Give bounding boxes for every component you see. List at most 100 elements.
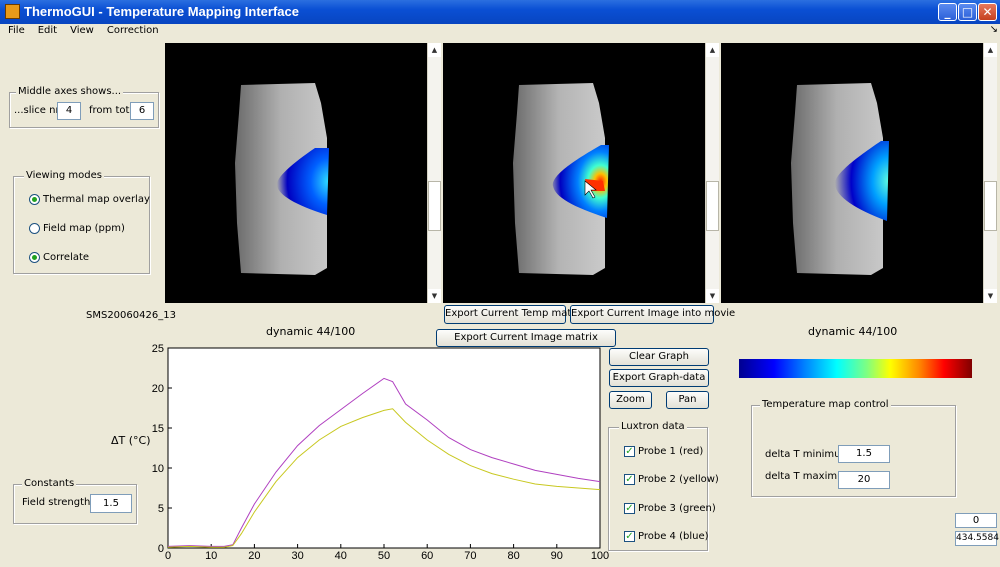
heat-overlay <box>552 145 609 218</box>
probe2-checkbox[interactable]: ✓ <box>624 474 635 485</box>
mouse-cursor-icon <box>584 180 597 199</box>
left-image-scrollbar[interactable]: ▲ ▼ <box>427 43 441 303</box>
total-slices-input[interactable]: 6 <box>130 102 154 120</box>
luxtron-title: Luxtron data <box>619 421 687 432</box>
y-tick-label: 10 <box>152 463 164 475</box>
temperature-chart[interactable]: 0 10 20 30 40 50 60 70 80 90 100 0 5 10 15 20 25 <box>140 338 615 567</box>
field-map-radio[interactable] <box>29 223 40 234</box>
y-tick-label: 20 <box>152 383 164 395</box>
viewing-modes-panel: Viewing modes Thermal map overlay Field … <box>13 170 150 274</box>
x-tick-label: 80 <box>507 550 519 562</box>
pan-button[interactable]: Pan <box>666 391 709 409</box>
correlate-radio[interactable] <box>29 252 40 263</box>
slice-number-input[interactable]: 4 <box>57 102 81 120</box>
scroll-down-icon[interactable]: ▼ <box>428 289 441 303</box>
delta-t-max-input[interactable]: 20 <box>838 471 890 489</box>
delta-t-min-label: delta T minimum <box>765 449 851 460</box>
x-tick-label: 50 <box>378 550 390 562</box>
menu-view[interactable]: View <box>70 25 94 36</box>
x-tick-label: 100 <box>591 550 609 562</box>
thermal-map-label: Thermal map overlay <box>43 194 150 205</box>
slice-label: ...slice nr <box>14 105 60 116</box>
delta-t-min-input[interactable]: 1.5 <box>838 445 890 463</box>
y-tick-label: 5 <box>158 503 164 515</box>
scroll-up-icon[interactable]: ▲ <box>984 43 997 57</box>
middle-slice-canvas <box>513 83 609 275</box>
constants-panel: Constants Field strength 1.5 <box>13 478 137 524</box>
readout-top: 0 <box>955 513 997 528</box>
middle-axes-title: Middle axes shows... <box>16 86 124 97</box>
viewing-modes-title: Viewing modes <box>24 170 104 181</box>
scroll-up-icon[interactable]: ▲ <box>428 43 441 57</box>
app-icon <box>5 4 20 19</box>
dock-arrow-icon[interactable]: ↘ <box>989 24 998 35</box>
colorbar <box>739 359 972 378</box>
x-tick-label: 0 <box>165 550 171 562</box>
heat-overlay <box>276 148 329 215</box>
menu-file[interactable]: File <box>8 25 25 36</box>
y-tick-label: 15 <box>152 423 164 435</box>
right-slice-image[interactable] <box>721 43 983 303</box>
right-image-scrollbar[interactable]: ▲ ▼ <box>983 43 997 303</box>
zoom-button[interactable]: Zoom <box>609 391 652 409</box>
readout-bottom: 434.5584 <box>955 531 999 546</box>
right-slice-canvas <box>791 83 889 275</box>
x-tick-label: 60 <box>421 550 433 562</box>
export-temp-matrix-button[interactable]: Export Current Temp matrix <box>444 305 584 324</box>
left-dynamic-label: dynamic 44/100 <box>266 325 356 338</box>
x-tick-label: 20 <box>248 550 260 562</box>
thermal-map-radio[interactable] <box>29 194 40 205</box>
scroll-up-icon[interactable]: ▲ <box>706 43 719 57</box>
x-tick-label: 70 <box>464 550 476 562</box>
y-tick-label: 0 <box>158 543 164 555</box>
y-tick-label: 25 <box>152 343 164 355</box>
scroll-thumb[interactable] <box>984 181 997 231</box>
export-graph-data-button[interactable]: Export Graph-data <box>609 369 709 387</box>
scroll-down-icon[interactable]: ▼ <box>984 289 997 303</box>
luxtron-panel: Luxtron data ✓ Probe 1 (red) ✓ Probe 2 (… <box>608 421 719 551</box>
plot-area <box>167 347 601 549</box>
field-strength-input[interactable]: 1.5 <box>90 494 132 513</box>
export-image-matrix-button[interactable]: Export Current Image matrix <box>436 329 616 347</box>
series-line-1 <box>167 377 601 547</box>
maximize-button[interactable]: □ <box>958 3 977 21</box>
menu-edit[interactable]: Edit <box>37 25 58 36</box>
title-bar: ThermoGUI - Temperature Mapping Interfac… <box>0 0 1000 24</box>
temp-map-control-panel: Temperature map control delta T minimum … <box>751 399 956 497</box>
export-image-movie-button[interactable]: Export Current Image into movie <box>570 305 735 324</box>
field-strength-label: Field strength <box>22 497 91 508</box>
dataset-name: SMS20060426_13 <box>86 310 176 321</box>
x-tick-label: 30 <box>291 550 303 562</box>
menu-correction[interactable]: Correction <box>106 25 159 36</box>
scroll-down-icon[interactable]: ▼ <box>706 289 719 303</box>
middle-image-scrollbar[interactable]: ▲ ▼ <box>705 43 719 303</box>
close-button[interactable]: ✕ <box>978 3 997 21</box>
left-slice-image[interactable] <box>165 43 427 303</box>
scroll-thumb[interactable] <box>428 181 441 231</box>
right-dynamic-label: dynamic 44/100 <box>808 325 898 338</box>
y-axis-label: ΔT (°C) <box>111 434 151 447</box>
probe4-checkbox[interactable]: ✓ <box>624 531 635 542</box>
temp-map-control-title: Temperature map control <box>760 399 891 410</box>
clear-graph-button[interactable]: Clear Graph <box>609 348 709 366</box>
constants-title: Constants <box>22 478 77 489</box>
probe2-label: Probe 2 (yellow) <box>638 474 719 485</box>
middle-axes-panel: Middle axes shows... ...slice nr 4 from … <box>9 86 159 128</box>
field-map-label: Field map (ppm) <box>43 223 125 234</box>
x-tick-label: 10 <box>205 550 217 562</box>
probe3-checkbox[interactable]: ✓ <box>624 503 635 514</box>
x-tick-label: 90 <box>551 550 563 562</box>
series-line-2 <box>167 408 601 548</box>
probe3-label: Probe 3 (green) <box>638 503 716 514</box>
probe1-checkbox[interactable]: ✓ <box>624 446 635 457</box>
middle-slice-image[interactable] <box>443 43 705 303</box>
minimize-button[interactable]: _ <box>938 3 957 21</box>
probe4-label: Probe 4 (blue) <box>638 531 709 542</box>
window-title: ThermoGUI - Temperature Mapping Interfac… <box>24 4 299 19</box>
scroll-thumb[interactable] <box>706 181 719 231</box>
delta-t-max-label: delta T maximum <box>765 471 854 482</box>
probe1-label: Probe 1 (red) <box>638 446 704 457</box>
menu-bar: File Edit View Correction ↘ <box>0 24 1000 40</box>
correlate-label: Correlate <box>43 252 90 263</box>
total-label: from total <box>89 105 139 116</box>
